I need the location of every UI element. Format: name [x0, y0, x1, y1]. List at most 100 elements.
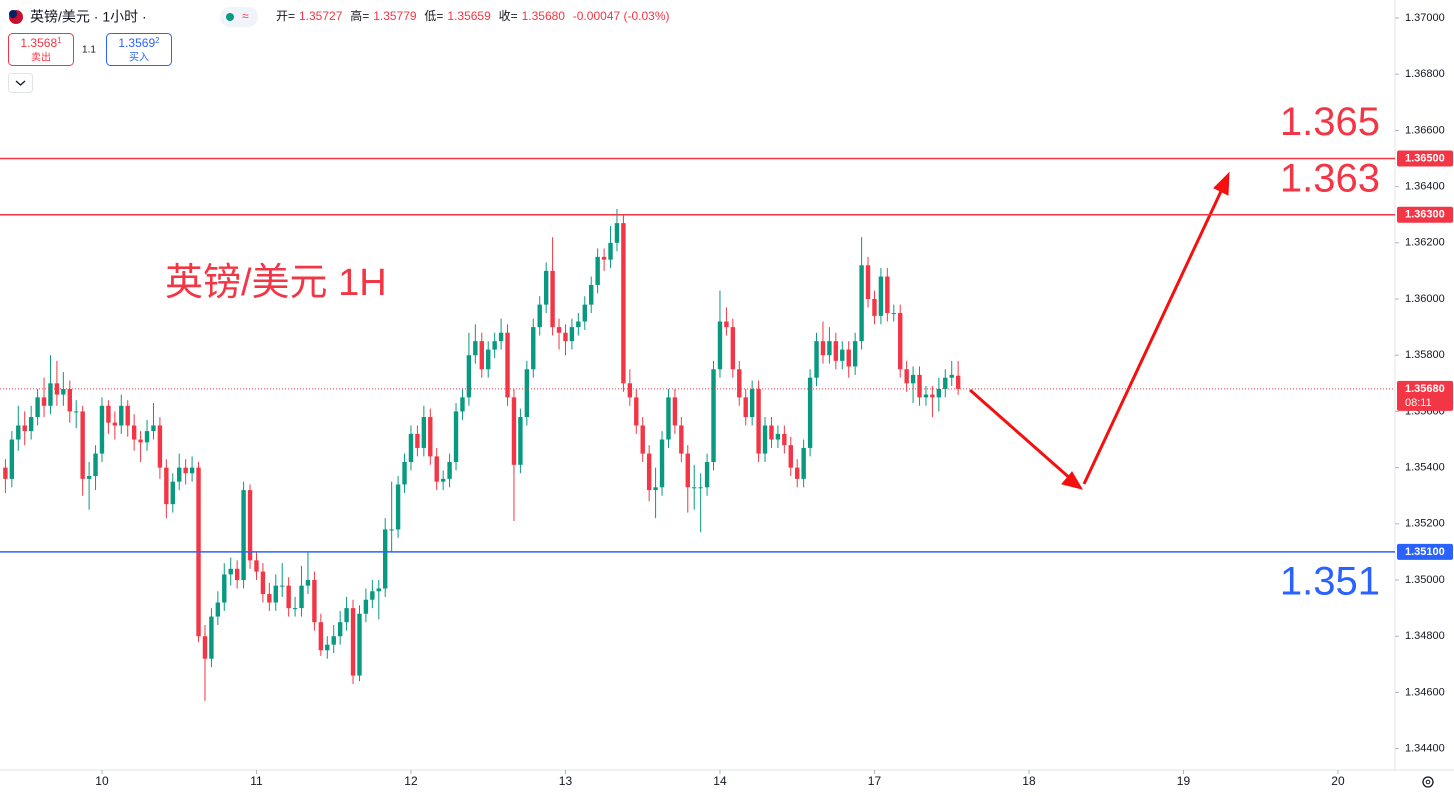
- countdown: 08:11: [1405, 397, 1432, 409]
- candle-body: [376, 588, 381, 592]
- candle-body: [74, 411, 79, 413]
- candle-body: [466, 355, 472, 398]
- candle-body: [711, 369, 716, 462]
- candle-body: [917, 374, 922, 398]
- level-tag: [1397, 150, 1453, 167]
- candle-body: [125, 405, 130, 426]
- candle-body: [827, 341, 832, 356]
- candle-body: [730, 327, 736, 370]
- candle-body: [608, 242, 613, 260]
- candle-body: [254, 560, 259, 572]
- sell-label: 卖出: [31, 51, 51, 64]
- candle-body: [595, 256, 600, 285]
- candle-body: [48, 383, 53, 406]
- collapse-button[interactable]: [8, 73, 33, 93]
- flag-icon: [9, 10, 17, 18]
- ohlc-value: 1.35680: [522, 9, 566, 23]
- status-pill[interactable]: [220, 7, 258, 27]
- x-tick-label: 10: [95, 774, 109, 788]
- indicator: ≈: [242, 9, 249, 23]
- candle-body: [820, 341, 826, 356]
- candle-body: [67, 388, 72, 412]
- candle-body: [724, 321, 729, 328]
- candle-body: [885, 276, 890, 314]
- candle-body: [312, 580, 317, 623]
- candle-body: [241, 490, 246, 581]
- candle-body: [157, 425, 163, 468]
- buy-button[interactable]: [106, 33, 172, 66]
- candle-body: [189, 467, 195, 474]
- forecast-arrow: [969, 171, 1230, 490]
- candle-body: [331, 636, 336, 645]
- candle-body: [737, 369, 742, 398]
- candle-body: [473, 341, 478, 356]
- sell-button[interactable]: [8, 33, 74, 66]
- candle-body: [672, 397, 678, 426]
- candle-body: [177, 467, 182, 482]
- candle-body: [337, 622, 343, 637]
- level-tag-label: 1.35100: [1405, 546, 1445, 558]
- x-tick-label: 13: [559, 774, 573, 788]
- candle-body: [280, 585, 285, 587]
- settings-icon[interactable]: [1422, 776, 1434, 788]
- spread: 1.1: [82, 45, 96, 56]
- candle-body: [556, 327, 562, 333]
- level-tag-label: 1.36300: [1405, 209, 1445, 221]
- candle-body: [222, 574, 227, 603]
- candle-body: [138, 439, 143, 443]
- candle-body: [383, 529, 388, 589]
- symbol[interactable]: 英镑/美元 · 1小时 ·: [30, 9, 147, 25]
- candle-body: [28, 417, 34, 432]
- candle-body: [106, 405, 111, 423]
- arrow-line: [969, 388, 1073, 482]
- candle-body: [453, 411, 459, 462]
- candle-body: [563, 332, 568, 342]
- candle-body: [762, 425, 768, 454]
- candle-body: [234, 568, 240, 581]
- candle-body: [627, 383, 633, 398]
- candle-body: [228, 568, 233, 575]
- chevron-icon: [15, 80, 26, 86]
- ohlc-label: 低=: [424, 9, 443, 23]
- x-tick-label: 20: [1331, 774, 1345, 788]
- candle-body: [363, 599, 369, 614]
- candle-body: [325, 644, 330, 651]
- candle-body: [749, 388, 755, 418]
- candle-body: [131, 425, 137, 440]
- candle-body: [543, 270, 549, 305]
- candle-body: [840, 349, 845, 361]
- candle-body: [41, 397, 47, 406]
- level-text: 1.365: [1280, 100, 1380, 144]
- candle-body: [22, 425, 27, 432]
- candle-body: [692, 487, 697, 489]
- candle-body: [698, 487, 703, 489]
- candle-body: [389, 529, 394, 531]
- candle-body: [795, 467, 800, 479]
- candle-body: [440, 478, 446, 482]
- ohlc-value: 1.35727: [299, 9, 343, 23]
- ohlc-value: 1.35659: [447, 9, 491, 23]
- candle-body: [859, 265, 864, 342]
- candle-body: [601, 256, 607, 260]
- candle-body: [492, 341, 497, 350]
- candle-body: [428, 417, 433, 457]
- candle-body: [569, 327, 575, 342]
- ohlc-change: -0.00047 (-0.03%): [573, 9, 670, 23]
- arrow-head: [1213, 171, 1230, 196]
- candle-body: [260, 571, 266, 595]
- sell-price: 1.35681: [20, 36, 62, 50]
- candle-body: [3, 467, 8, 479]
- candle-body: [479, 341, 484, 370]
- candle-body: [357, 613, 362, 676]
- x-tick-label: 14: [713, 774, 727, 788]
- candle-body: [679, 425, 684, 454]
- candle-body: [299, 585, 304, 609]
- candle-body: [943, 377, 948, 389]
- candle-body: [846, 349, 851, 367]
- buy-price: 1.35692: [118, 36, 160, 50]
- x-tick-label: 19: [1177, 774, 1191, 788]
- ohlc-row: 开= 1.35727 高= 1.35779 低= 1.35659 收= 1.35680 -0.0…: [276, 8, 670, 23]
- ohlc-label: 开=: [276, 9, 295, 23]
- arrow-head: [1061, 471, 1084, 490]
